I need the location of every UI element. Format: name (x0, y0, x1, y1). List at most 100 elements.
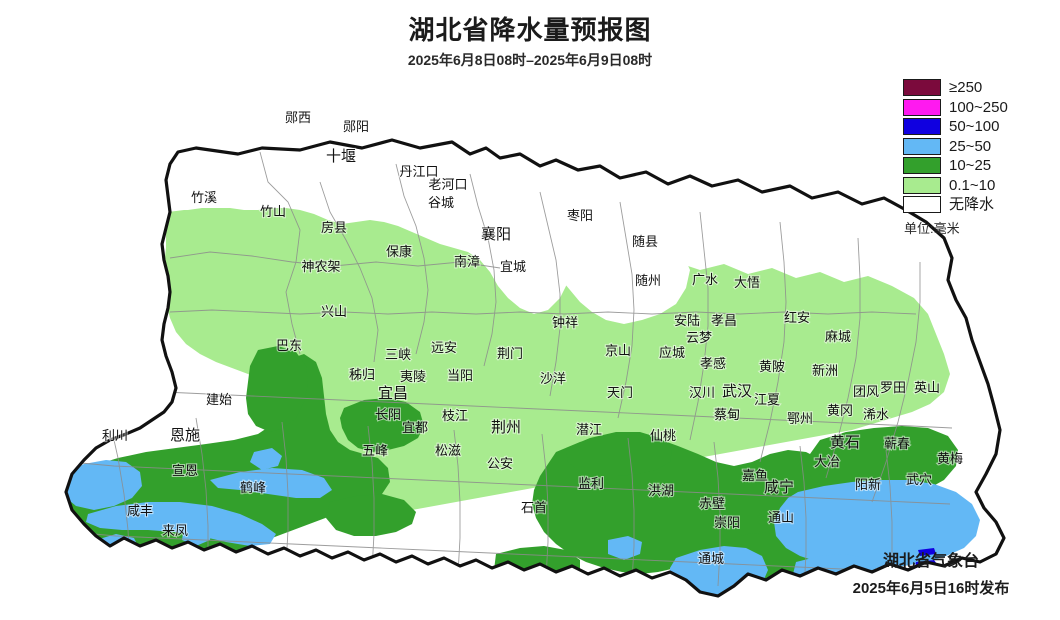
issuing-organization: 湖北省气象台 (882, 553, 979, 570)
city-label-嘉鱼: 嘉鱼 (742, 468, 768, 483)
city-label-建始: 建始 (206, 392, 232, 407)
legend-row: 0.1~10 (903, 176, 1053, 196)
band-25-50-jianshi-small (250, 448, 282, 470)
legend-row: 100~250 (903, 98, 1053, 118)
city-label-秭归: 秭归 (349, 367, 375, 382)
legend-row: ≥250 (903, 78, 1053, 98)
city-label-阳新: 阳新 (855, 477, 881, 492)
band-10-25-badong-area (246, 346, 308, 432)
city-label-红安: 红安 (784, 310, 810, 325)
legend-color-swatch (903, 137, 941, 155)
map-fill-layer (66, 140, 1004, 596)
city-label-大冶: 大冶 (814, 454, 840, 469)
city-label-松滋: 松滋 (435, 443, 461, 458)
city-label-随县: 随县 (632, 234, 658, 249)
city-label-丹江口: 丹江口 (399, 164, 438, 179)
city-label-黄冈: 黄冈 (827, 403, 853, 418)
legend-color-swatch (903, 98, 941, 116)
city-label-沙洋: 沙洋 (540, 371, 566, 386)
city-label-利川: 利川 (102, 428, 128, 443)
city-label-夷陵: 夷陵 (400, 369, 426, 384)
county-boundaries (69, 151, 953, 591)
province-outline (64, 138, 1006, 598)
legend-items: ≥250 100~250 50~100 25~50 10~25 0.1~10 无降水 (903, 78, 1053, 215)
city-label-监利: 监利 (578, 476, 604, 491)
city-label-蔡甸: 蔡甸 (714, 407, 740, 422)
city-label-五峰: 五峰 (362, 443, 388, 458)
city-label-咸丰: 咸丰 (127, 503, 153, 518)
city-label-云梦: 云梦 (686, 330, 712, 345)
band-25-50-hefeng-band-area (210, 468, 332, 498)
city-label-仙桃: 仙桃 (650, 428, 676, 443)
band-25-50-enshi-band-area (86, 502, 276, 546)
city-label-三峡: 三峡 (385, 347, 411, 362)
city-label-黄陂: 黄陂 (759, 359, 785, 374)
credit-block: 湖北省气象台 2025年6月5日16时发布 (826, 547, 1036, 598)
city-label-枝江: 枝江 (442, 408, 468, 423)
city-label-大悟: 大悟 (734, 275, 760, 290)
forecast-period-subtitle: 2025年6月8日08时–2025年6月9日08时 (407, 52, 653, 68)
legend-range-label: 无降水 (949, 196, 995, 214)
city-label-潜江: 潜江 (576, 422, 602, 437)
city-label-宜城: 宜城 (500, 259, 526, 274)
legend-row: 50~100 (903, 117, 1053, 137)
city-label-鹤峰: 鹤峰 (240, 480, 266, 495)
city-label-通城: 通城 (698, 551, 724, 566)
band-25-50-enshi-small-1 (96, 534, 140, 562)
legend-range-label: 50~100 (949, 118, 1000, 136)
legend-color-swatch (903, 176, 941, 194)
no-rain-zaoyang-area (540, 242, 690, 324)
city-label-巴东: 巴东 (276, 338, 302, 353)
city-label-京山: 京山 (605, 343, 631, 358)
legend-range-label: 0.1~10 (949, 176, 996, 194)
city-label-孝感: 孝感 (700, 356, 726, 371)
city-label-郧西: 郧西 (285, 110, 311, 125)
legend-color-swatch (903, 118, 941, 136)
city-label-荆州: 荆州 (491, 419, 521, 436)
city-label-黄梅: 黄梅 (937, 451, 963, 466)
city-label-荆门: 荆门 (497, 346, 523, 361)
band-10-25-wufeng-area (326, 494, 416, 536)
city-label-天门: 天门 (607, 385, 633, 400)
city-label-安陆: 安陆 (674, 313, 700, 328)
city-label-孝昌: 孝昌 (711, 313, 737, 328)
city-label-崇阳: 崇阳 (714, 515, 740, 530)
city-label-宜昌: 宜昌 (378, 385, 408, 402)
city-label-神农架: 神农架 (301, 259, 340, 274)
city-label-蕲春: 蕲春 (884, 436, 910, 451)
city-label-宣恩: 宣恩 (172, 463, 198, 478)
city-label-保康: 保康 (386, 244, 412, 259)
city-label-广水: 广水 (692, 272, 718, 287)
city-label-石首: 石首 (521, 500, 547, 515)
city-label-武穴: 武穴 (906, 472, 932, 487)
city-label-十堰: 十堰 (326, 148, 356, 165)
legend-color-swatch (903, 196, 941, 214)
band-10-25-southwest-area (66, 354, 390, 590)
city-label-英山: 英山 (914, 380, 940, 395)
city-label-通山: 通山 (768, 510, 794, 525)
city-label-来凤: 来凤 (162, 523, 188, 538)
legend-range-label: 25~50 (949, 137, 992, 155)
city-label-南漳: 南漳 (454, 254, 480, 269)
city-label-长阳: 长阳 (375, 407, 401, 422)
legend-range-label: 100~250 (949, 98, 1008, 116)
band-50-100-huangmei-1 (918, 548, 936, 556)
city-label-汉川: 汉川 (689, 385, 715, 400)
legend: ≥250 100~250 50~100 25~50 10~25 0.1~10 无降水 单位:… (903, 78, 1053, 237)
city-label-公安: 公安 (487, 456, 513, 471)
city-label-赤壁: 赤壁 (699, 496, 725, 511)
city-label-武汉: 武汉 (722, 383, 752, 400)
legend-range-label: 10~25 (949, 157, 992, 175)
city-label-新洲: 新洲 (812, 363, 838, 378)
city-label-远安: 远安 (431, 340, 457, 355)
city-label-当阳: 当阳 (447, 368, 473, 383)
city-label-恩施: 恩施 (170, 427, 200, 444)
page-title: 湖北省降水量预报图 (408, 15, 652, 45)
city-label-郧阳: 郧阳 (343, 119, 369, 134)
legend-color-swatch (903, 157, 941, 175)
city-label-江夏: 江夏 (754, 392, 780, 407)
city-label-洪湖: 洪湖 (648, 483, 674, 498)
city-label-竹山: 竹山 (260, 204, 286, 219)
city-label-襄阳: 襄阳 (481, 226, 511, 243)
